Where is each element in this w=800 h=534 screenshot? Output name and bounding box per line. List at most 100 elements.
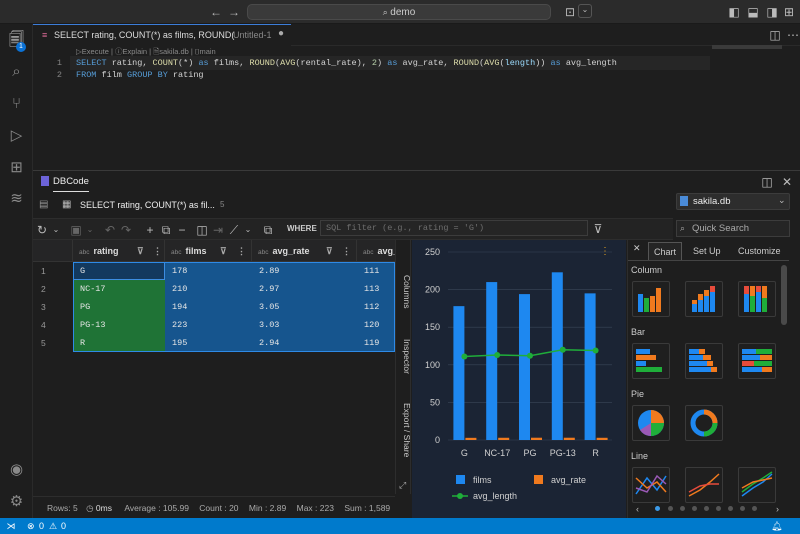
chart-type-bar-percent[interactable]: [738, 343, 776, 379]
chart-type-line-smooth[interactable]: [738, 467, 776, 503]
toggle-panel-icon[interactable]: ⬓: [747, 5, 759, 19]
cell-avg-rate[interactable]: 3.03: [259, 320, 280, 330]
remote-icon[interactable]: ⋊: [6, 521, 16, 531]
toggle-sidebar-icon[interactable]: ◧: [728, 5, 740, 19]
cell-avg-length[interactable]: 111: [364, 266, 380, 276]
error-count[interactable]: 0: [39, 521, 45, 531]
duplicate-row-icon[interactable]: ⧉: [161, 223, 171, 237]
source-control-icon[interactable]: ⑂: [11, 95, 21, 112]
code-line-2[interactable]: FROM film GROUP BY rating: [76, 70, 204, 80]
command-center-search[interactable]: ⌕ demo: [247, 4, 551, 20]
settings-gear-icon[interactable]: ⚙: [9, 493, 24, 510]
chart-type-column-stacked[interactable]: [685, 281, 723, 317]
search-icon[interactable]: ⌕: [12, 63, 21, 80]
split-panel-icon[interactable]: ◫: [761, 175, 773, 189]
tab-chart[interactable]: Chart: [648, 242, 682, 260]
redo-icon[interactable]: ↷: [120, 223, 132, 237]
carousel-dot[interactable]: [752, 506, 757, 511]
table-row[interactable]: 3 PG 194 3.05 112: [33, 298, 395, 316]
database-select[interactable]: sakila.db ⌄: [676, 193, 790, 210]
split-editor-icon[interactable]: ◫: [769, 28, 781, 42]
refresh-options-chevron-icon[interactable]: ⌄: [52, 225, 60, 234]
carousel-dot[interactable]: [680, 506, 685, 511]
clear-filter-icon[interactable]: ⊽: [593, 222, 603, 236]
expand-icon[interactable]: ⤢: [399, 480, 407, 490]
column-header-films[interactable]: abc films ⊽ ⋮: [165, 240, 252, 262]
cell-rating[interactable]: PG: [80, 302, 91, 312]
minimap[interactable]: [712, 45, 782, 49]
document-icon[interactable]: ▤: [39, 199, 49, 210]
run-debug-icon[interactable]: ▷: [10, 127, 23, 144]
cell-avg-rate[interactable]: 2.94: [259, 338, 280, 348]
warning-icon[interactable]: ⚠: [49, 521, 58, 531]
error-icon[interactable]: ⊗: [27, 521, 35, 531]
chart-type-bar-grouped[interactable]: [632, 343, 670, 379]
editor-tab[interactable]: ≡ SELECT rating, COUNT(*) as films, ROUN…: [33, 24, 291, 46]
warning-count[interactable]: 0: [61, 521, 67, 531]
cell-avg-length[interactable]: 119: [364, 338, 380, 348]
sql-filter-input[interactable]: SQL filter (e.g., rating = 'G'): [320, 220, 588, 236]
chart-menu-icon[interactable]: ⋮: [600, 246, 610, 257]
cell-avg-rate[interactable]: 2.97: [259, 284, 280, 294]
cell-avg-length[interactable]: 113: [364, 284, 380, 294]
carousel-dot[interactable]: [728, 506, 733, 511]
close-panel-icon[interactable]: ✕: [781, 175, 793, 189]
column-header-avg-length[interactable]: abc avg_: [357, 240, 398, 262]
cell-films[interactable]: 223: [172, 320, 188, 330]
cell-rating[interactable]: R: [80, 338, 86, 348]
chevron-down-icon[interactable]: ⌄: [578, 4, 592, 18]
toggle-secondary-sidebar-icon[interactable]: ◨: [766, 5, 778, 19]
cell-films[interactable]: 210: [172, 284, 188, 294]
close-icon[interactable]: ✕: [633, 243, 641, 253]
scrollbar-thumb[interactable]: [781, 265, 787, 325]
cell-rating[interactable]: G: [80, 266, 86, 276]
back-arrow-icon[interactable]: ←: [210, 5, 222, 19]
cell-avg-rate[interactable]: 3.05: [259, 302, 280, 312]
chart-type-doughnut[interactable]: [685, 405, 723, 441]
undo-icon[interactable]: ↶: [104, 223, 116, 237]
more-actions-icon[interactable]: ⋯: [787, 28, 799, 42]
chart-type-line-stepped[interactable]: [685, 467, 723, 503]
chart-type-column-percent[interactable]: [738, 281, 776, 317]
column-header-avg-rate[interactable]: abc avg_rate ⊽ ⋮: [252, 240, 357, 262]
database-icon[interactable]: ≋: [10, 190, 23, 207]
forward-arrow-icon[interactable]: →: [228, 5, 240, 19]
cell-rating[interactable]: NC-17: [80, 284, 106, 294]
tab-set-up[interactable]: Set Up: [693, 246, 721, 256]
split-view-icon[interactable]: ◫: [196, 223, 208, 237]
refresh-icon[interactable]: ↻: [36, 223, 48, 237]
side-tab-inspector[interactable]: Inspector: [402, 338, 412, 374]
table-row[interactable]: 2 NC-17 210 2.97 113: [33, 280, 395, 298]
save-icon[interactable]: ▣: [70, 223, 82, 237]
side-tab-export-share[interactable]: Export / Share: [402, 402, 412, 458]
code-line-1[interactable]: SELECT rating, COUNT(*) as films, ROUND(…: [76, 58, 617, 68]
side-tab-columns[interactable]: Columns: [402, 275, 412, 309]
column-header-rating[interactable]: abc rating ⊽ ⋮: [73, 240, 165, 262]
carousel-dot-active[interactable]: [655, 506, 660, 511]
carousel-dot[interactable]: [704, 506, 709, 511]
carousel-dot[interactable]: [692, 506, 697, 511]
carousel-dot[interactable]: [668, 506, 673, 511]
carousel-prev-icon[interactable]: ‹: [636, 504, 639, 514]
carousel-dot[interactable]: [740, 506, 745, 511]
save-options-chevron-icon[interactable]: ⌄: [86, 225, 94, 234]
cell-avg-length[interactable]: 120: [364, 320, 380, 330]
unsaved-dot-icon[interactable]: ●: [278, 28, 285, 39]
tab-customize[interactable]: Customize: [738, 246, 781, 256]
copilot-icon[interactable]: ⊡: [564, 5, 576, 19]
chart-options-chevron-icon[interactable]: ⌄: [244, 225, 252, 234]
carousel-dot[interactable]: [716, 506, 721, 511]
panel-tab-dbcode[interactable]: DBCode: [53, 176, 89, 192]
delete-row-icon[interactable]: −: [178, 223, 186, 237]
cell-avg-length[interactable]: 112: [364, 302, 380, 312]
chart-type-bar-stacked[interactable]: [685, 343, 723, 379]
extensions-icon[interactable]: ⊞: [10, 159, 23, 176]
result-tab-title[interactable]: SELECT rating, COUNT(*) as fil...: [80, 200, 215, 210]
chart-type-line[interactable]: [632, 467, 670, 503]
quick-search-input[interactable]: ⌕ Quick Search: [676, 220, 790, 237]
copy-icon[interactable]: ⧉: [263, 223, 273, 237]
add-row-icon[interactable]: +: [146, 223, 154, 237]
chart-type-pie[interactable]: [632, 405, 670, 441]
carousel-next-icon[interactable]: ›: [776, 504, 779, 514]
notifications-bell-icon[interactable]: 🔔︎: [771, 521, 783, 531]
